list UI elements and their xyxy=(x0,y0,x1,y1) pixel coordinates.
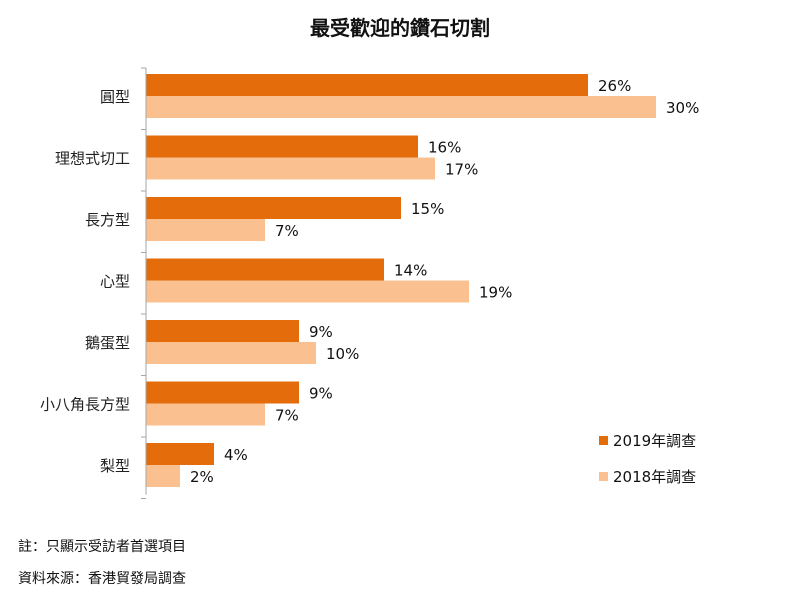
bar-series1 xyxy=(146,74,588,96)
bar-series1 xyxy=(146,381,299,404)
data-label: 17% xyxy=(445,161,478,179)
bar-series1 xyxy=(146,443,214,465)
legend-label: 2019年調查 xyxy=(613,432,696,450)
category-label: 長方型 xyxy=(85,211,130,229)
data-label: 30% xyxy=(666,99,699,117)
category-label: 心型 xyxy=(100,273,130,291)
legend-swatch xyxy=(599,436,608,445)
footnote-note: 註：只顯示受訪者首選項目 xyxy=(18,539,186,555)
data-label: 14% xyxy=(394,262,427,280)
data-label: 10% xyxy=(326,345,359,363)
bar-series1 xyxy=(146,258,384,281)
bar-series2 xyxy=(146,219,265,241)
data-label: 26% xyxy=(598,77,631,95)
category-label: 小八角長方型 xyxy=(40,396,130,414)
footnote-source: 資料來源：香港貿發局調查 xyxy=(18,571,186,587)
bar-series2 xyxy=(146,157,435,180)
bar-series2 xyxy=(146,96,656,118)
category-label: 鵝蛋型 xyxy=(85,334,130,352)
bar-series2 xyxy=(146,342,316,364)
bar-series2 xyxy=(146,280,469,303)
data-label: 19% xyxy=(479,284,512,302)
category-label: 理想式切工 xyxy=(55,150,130,168)
data-label: 2% xyxy=(190,468,214,486)
chart-title: 最受歡迎的鑽石切割 xyxy=(310,16,490,40)
legend-swatch xyxy=(599,472,608,481)
data-label: 4% xyxy=(224,446,248,464)
data-label: 9% xyxy=(309,385,333,403)
category-label: 梨型 xyxy=(100,457,130,475)
data-label: 7% xyxy=(275,407,299,425)
bar-series1 xyxy=(146,320,299,342)
bar-series1 xyxy=(146,135,418,158)
category-label: 圓型 xyxy=(100,88,130,106)
bar-series1 xyxy=(146,197,401,219)
data-label: 16% xyxy=(428,139,461,157)
bar-series2 xyxy=(146,465,180,487)
legend-label: 2018年調查 xyxy=(613,468,696,486)
bar-series2 xyxy=(146,403,265,426)
data-label: 9% xyxy=(309,323,333,341)
data-label: 7% xyxy=(275,222,299,240)
data-label: 15% xyxy=(411,200,444,218)
